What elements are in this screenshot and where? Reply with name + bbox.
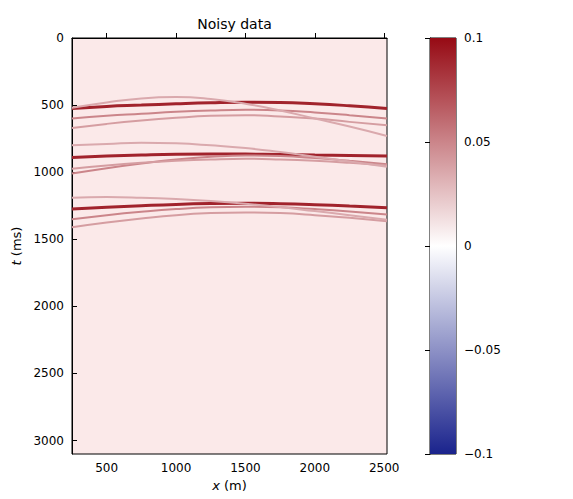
svg-text:(m): (m) <box>220 478 247 493</box>
svg-text:(ms): (ms) <box>9 227 24 261</box>
svg-text:x: x <box>211 478 220 493</box>
svg-text:1500: 1500 <box>230 461 261 475</box>
svg-text:1000: 1000 <box>33 165 64 179</box>
svg-text:1000: 1000 <box>161 461 192 475</box>
svg-text:2000: 2000 <box>33 299 64 313</box>
svg-text:−0.05: −0.05 <box>464 343 501 357</box>
svg-text:2500: 2500 <box>33 366 64 380</box>
svg-text:0.1: 0.1 <box>464 31 483 45</box>
svg-text:0: 0 <box>464 239 472 253</box>
svg-text:2500: 2500 <box>369 461 400 475</box>
svg-text:0: 0 <box>56 31 64 45</box>
svg-text:500: 500 <box>41 98 64 112</box>
svg-text:500: 500 <box>95 461 118 475</box>
svg-text:1500: 1500 <box>33 232 64 246</box>
svg-text:2000: 2000 <box>300 461 331 475</box>
svg-text:t: t <box>8 260 24 266</box>
svg-text:−0.1: −0.1 <box>464 447 493 461</box>
svg-text:Noisy data: Noisy data <box>197 16 272 32</box>
svg-text:0.05: 0.05 <box>464 135 491 149</box>
svg-text:3000: 3000 <box>33 434 64 448</box>
